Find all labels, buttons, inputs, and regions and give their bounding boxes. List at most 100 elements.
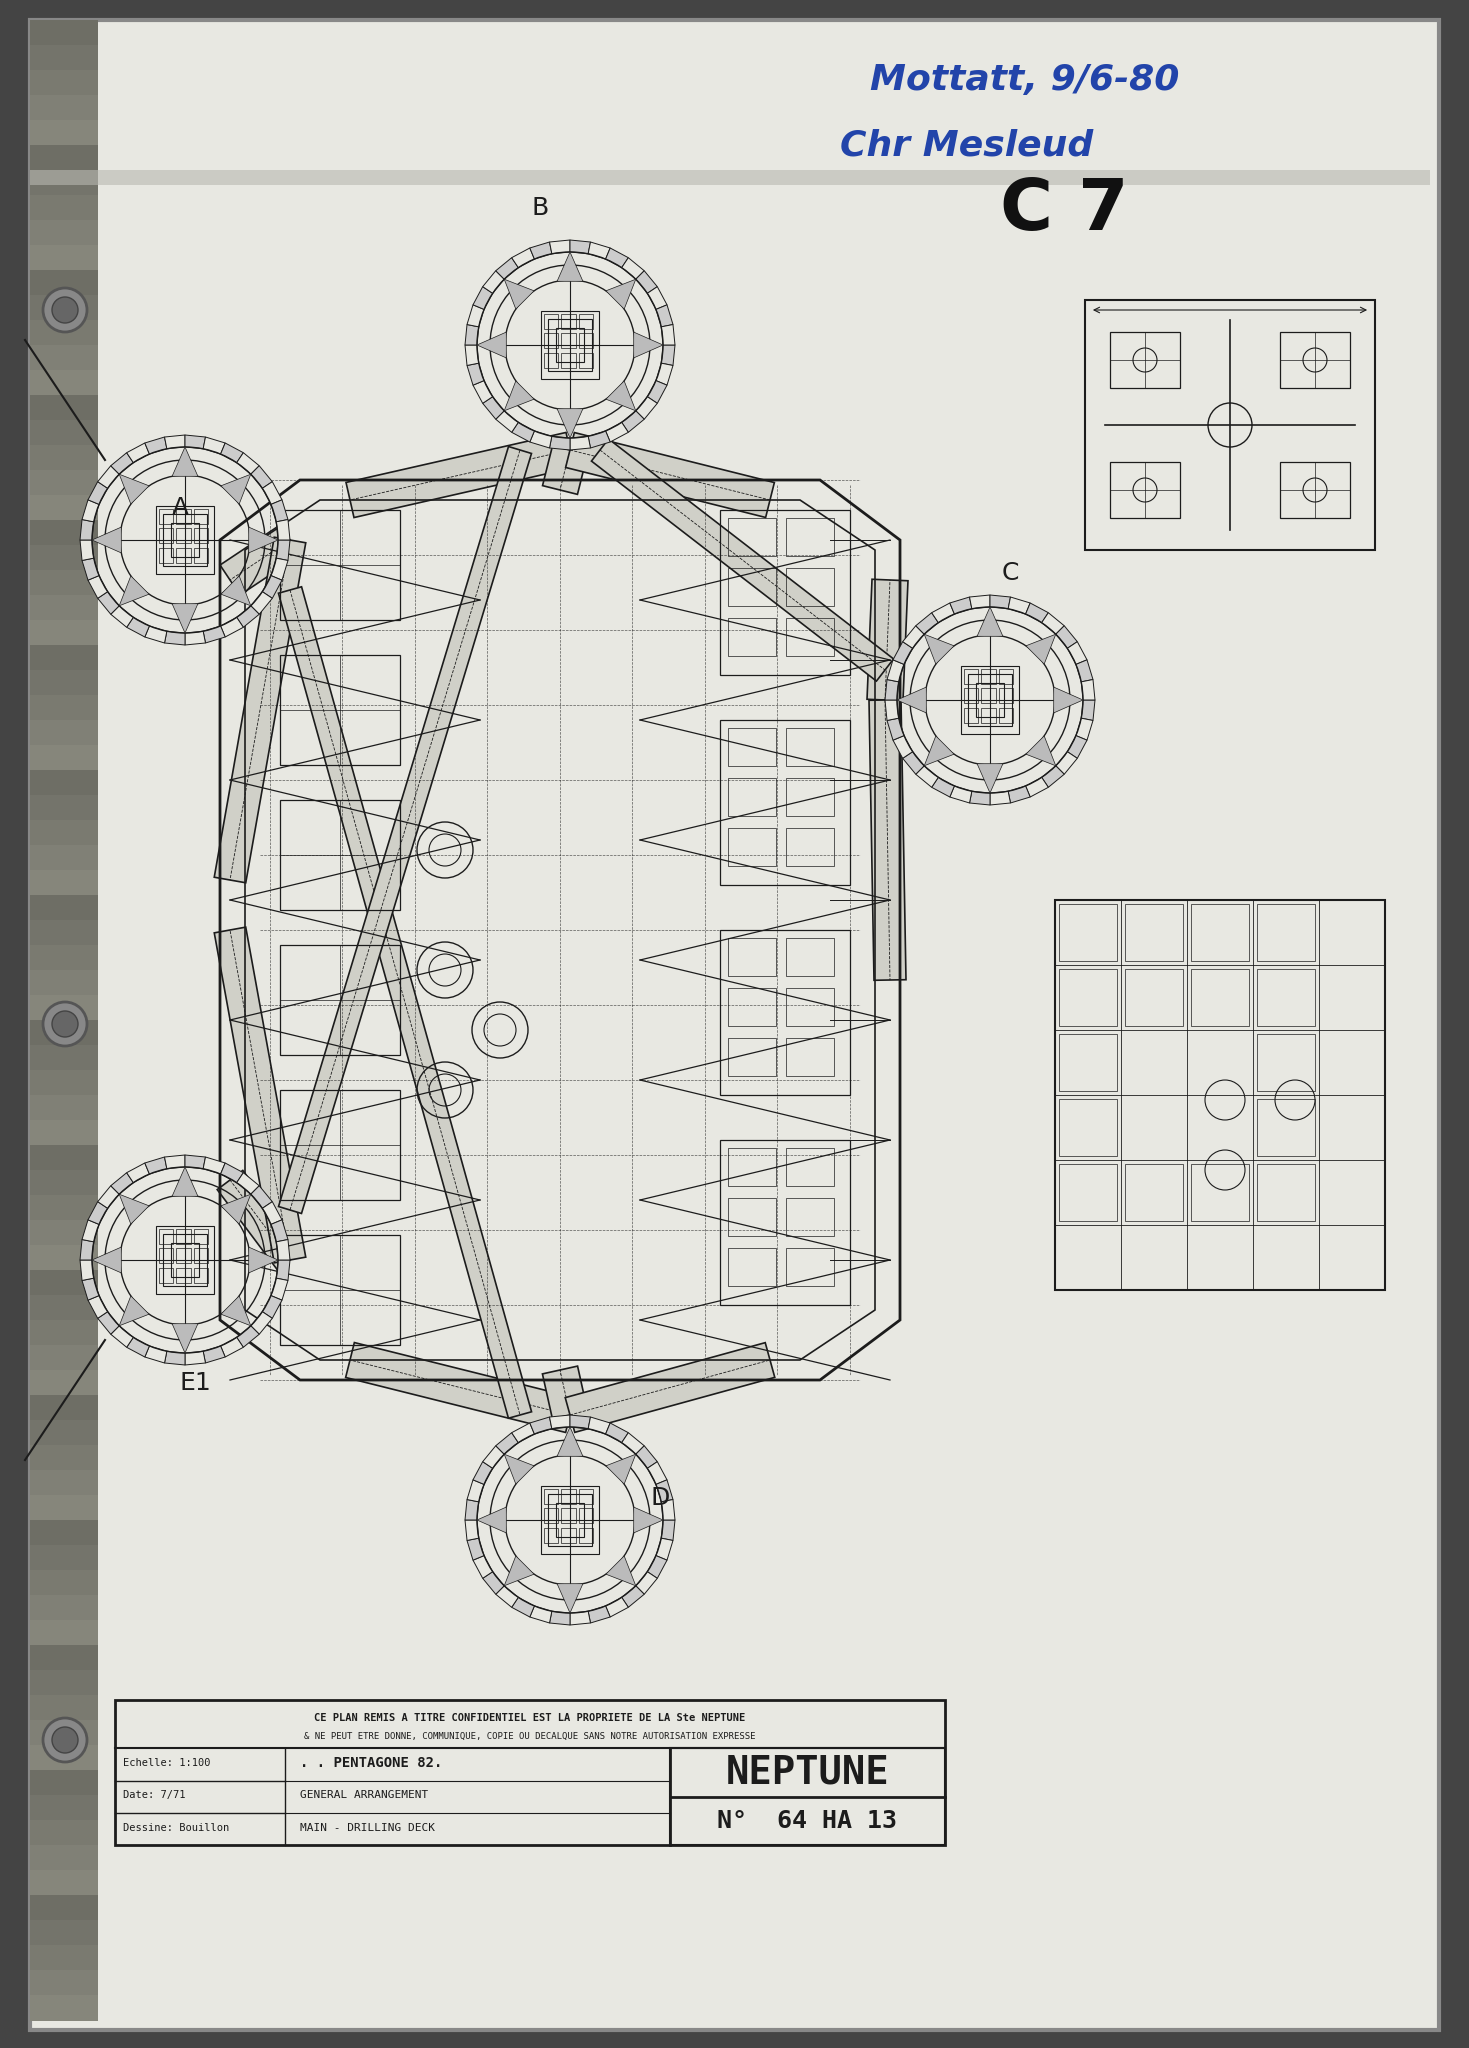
Polygon shape (467, 1538, 485, 1561)
Polygon shape (495, 1434, 519, 1454)
Polygon shape (110, 606, 134, 627)
Polygon shape (621, 258, 645, 279)
Polygon shape (557, 252, 583, 281)
Bar (729, 1038, 776, 1075)
Polygon shape (657, 362, 673, 385)
Bar (720, 510, 851, 676)
Polygon shape (466, 1520, 479, 1540)
Polygon shape (902, 627, 924, 649)
Text: C 7: C 7 (1000, 176, 1128, 246)
Polygon shape (98, 465, 119, 487)
Polygon shape (621, 1434, 645, 1454)
Polygon shape (1056, 627, 1077, 649)
Bar (786, 567, 834, 606)
Bar (29, 745, 98, 770)
Bar (29, 1395, 98, 1421)
Bar (159, 528, 173, 543)
Polygon shape (661, 1499, 674, 1520)
Polygon shape (145, 1157, 167, 1174)
Bar (964, 670, 978, 684)
Polygon shape (1042, 766, 1064, 786)
Bar (29, 1245, 98, 1272)
Bar (555, 328, 585, 362)
Polygon shape (270, 559, 288, 580)
Bar (729, 827, 776, 866)
Bar (29, 170, 98, 197)
Polygon shape (530, 430, 552, 449)
Polygon shape (990, 596, 1011, 608)
Polygon shape (977, 764, 1003, 793)
Bar (156, 506, 214, 573)
Bar (548, 319, 592, 371)
Polygon shape (887, 659, 903, 682)
Bar (29, 819, 98, 846)
Bar (159, 1229, 173, 1245)
Polygon shape (237, 453, 259, 475)
Bar (29, 121, 98, 145)
Bar (176, 1268, 191, 1282)
Bar (561, 313, 576, 330)
Polygon shape (467, 362, 485, 385)
Bar (1279, 332, 1350, 387)
Polygon shape (1008, 598, 1030, 614)
Bar (170, 1243, 200, 1278)
Polygon shape (570, 240, 591, 254)
Polygon shape (119, 475, 148, 504)
Bar (176, 510, 191, 524)
Bar (720, 721, 851, 885)
Polygon shape (203, 627, 225, 643)
Bar (29, 1669, 98, 1696)
Bar (281, 655, 400, 766)
Bar (1279, 463, 1350, 518)
Polygon shape (588, 1417, 610, 1434)
Polygon shape (467, 305, 485, 328)
Polygon shape (511, 1423, 535, 1442)
Bar (29, 295, 98, 322)
Bar (1059, 903, 1116, 961)
Bar (29, 1044, 98, 1071)
Polygon shape (636, 1446, 657, 1468)
Bar (29, 94, 98, 121)
Polygon shape (621, 1585, 645, 1608)
Polygon shape (483, 1571, 504, 1593)
Bar (981, 670, 996, 684)
Polygon shape (165, 1155, 185, 1169)
Bar (29, 420, 98, 446)
Polygon shape (636, 397, 657, 420)
Polygon shape (530, 242, 552, 260)
Polygon shape (924, 635, 953, 664)
Bar (999, 670, 1014, 684)
Polygon shape (884, 680, 899, 700)
Bar (29, 596, 98, 621)
Polygon shape (570, 1415, 591, 1430)
Bar (194, 547, 209, 563)
Polygon shape (588, 430, 610, 449)
Polygon shape (220, 475, 251, 504)
Bar (579, 334, 593, 348)
Bar (29, 1870, 98, 1896)
Bar (163, 514, 207, 565)
Bar (170, 522, 200, 557)
Bar (29, 569, 98, 596)
Text: B: B (532, 197, 548, 219)
Polygon shape (648, 1556, 667, 1579)
Polygon shape (473, 1556, 492, 1579)
Bar (29, 1946, 98, 1970)
Bar (156, 1227, 214, 1294)
Bar (1059, 1034, 1116, 1092)
Bar (29, 1346, 98, 1370)
Polygon shape (473, 287, 492, 309)
Polygon shape (88, 1296, 107, 1319)
Polygon shape (557, 410, 583, 438)
Circle shape (43, 1001, 87, 1047)
Bar (29, 545, 98, 571)
Polygon shape (466, 324, 479, 344)
Polygon shape (931, 602, 955, 623)
Polygon shape (270, 1278, 288, 1300)
Polygon shape (657, 305, 673, 328)
Polygon shape (172, 1167, 198, 1196)
Bar (544, 352, 558, 367)
Polygon shape (82, 1278, 98, 1300)
Polygon shape (887, 719, 903, 739)
Polygon shape (79, 1239, 94, 1260)
